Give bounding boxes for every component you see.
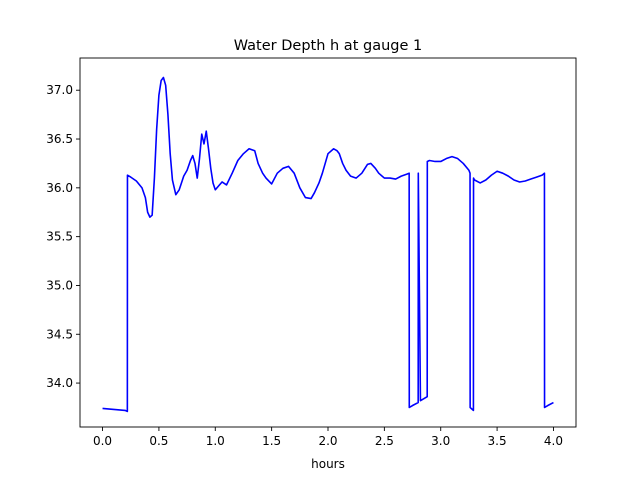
x-tick-label: 3.0 — [431, 434, 450, 448]
x-tick-label: 2.5 — [375, 434, 394, 448]
x-axis-label: hours — [311, 457, 345, 471]
x-tick-label: 1.0 — [206, 434, 225, 448]
y-tick-label: 36.0 — [46, 181, 73, 195]
y-tick-label: 36.5 — [46, 132, 73, 146]
x-tick-label: 3.5 — [488, 434, 507, 448]
y-tick-label: 37.0 — [46, 83, 73, 97]
x-tick-label: 1.5 — [262, 434, 281, 448]
series-line-0 — [102, 76, 554, 413]
x-tick-label: 0.0 — [93, 434, 112, 448]
chart-title: Water Depth h at gauge 1 — [234, 38, 422, 54]
plot-area: 0.0 0.5 1.0 1.5 2.0 2.5 3.0 3.5 4.0 34.0 34.5 35.0 3… — [46, 57, 577, 448]
y-tick-label: 35.0 — [46, 278, 73, 292]
x-tick-label: 2.0 — [318, 434, 337, 448]
x-tick-label: 0.5 — [149, 434, 168, 448]
x-tick-label: 4.0 — [544, 434, 563, 448]
y-tick-label: 34.0 — [46, 376, 73, 390]
y-tick-label: 35.5 — [46, 230, 73, 244]
y-tick-label: 34.5 — [46, 327, 73, 341]
